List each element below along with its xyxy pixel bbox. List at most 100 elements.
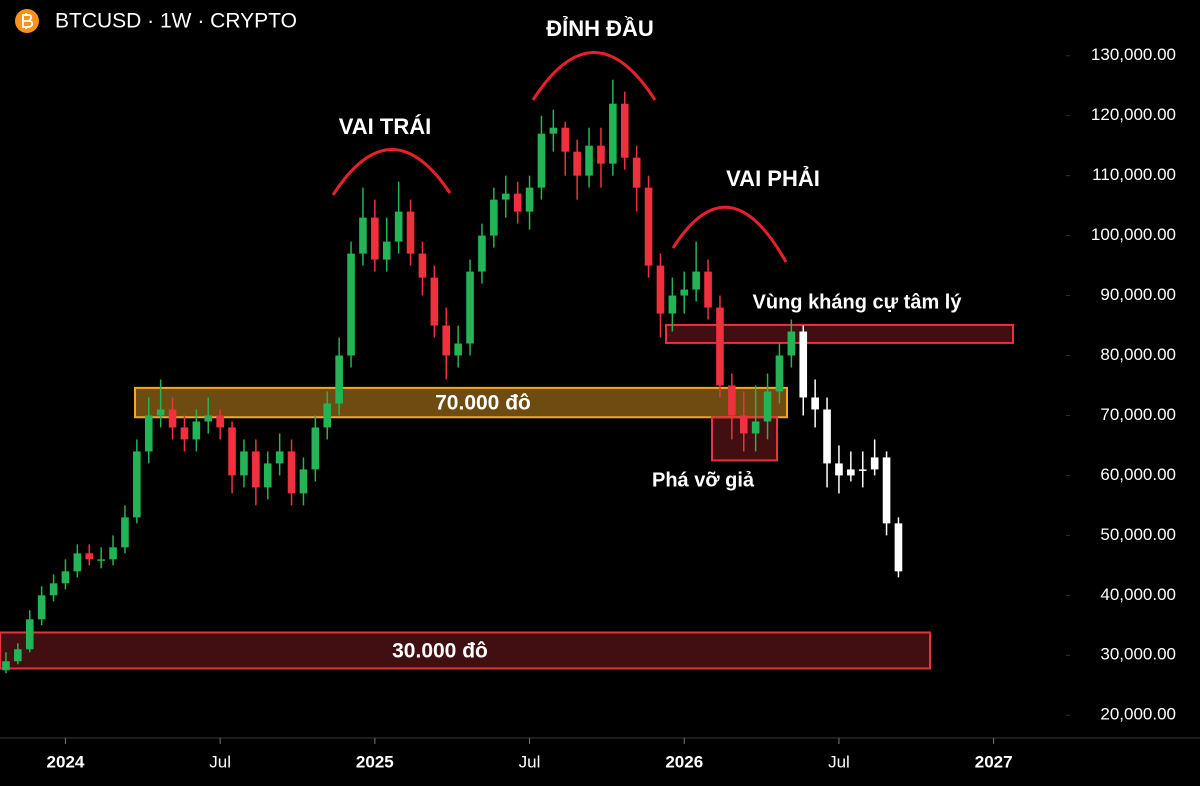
- y-tick-label: 90,000.00: [1100, 285, 1176, 304]
- candle-body: [144, 415, 153, 452]
- x-tick-label: 2026: [665, 752, 703, 771]
- annotation: VAI PHẢI: [726, 166, 820, 191]
- candle-body: [811, 397, 819, 410]
- candle-body: [835, 463, 843, 476]
- annotation-arc: [331, 148, 452, 196]
- candle-body: [609, 103, 617, 164]
- candle-body: [406, 211, 415, 254]
- candle-body: [382, 241, 391, 260]
- candle-body: [454, 343, 462, 356]
- candle-body: [490, 199, 498, 236]
- candle-body: [775, 355, 784, 392]
- candle-body: [216, 415, 224, 428]
- candle-body: [656, 265, 665, 314]
- candle-body: [644, 187, 653, 266]
- candle-body: [716, 307, 724, 386]
- candle-body: [204, 415, 213, 422]
- candle-body: [870, 457, 879, 470]
- candle-body: [275, 451, 284, 464]
- candle-body: [85, 553, 94, 560]
- y-tick-label: 120,000.00: [1091, 105, 1176, 124]
- y-tick-label: 80,000.00: [1100, 345, 1176, 364]
- candle-body: [252, 451, 260, 488]
- candle-body: [180, 427, 189, 440]
- candle-body: [537, 133, 546, 188]
- candle-body: [192, 421, 201, 440]
- candle-body: [335, 355, 343, 404]
- x-tick-label: Jul: [519, 752, 541, 771]
- candle-body: [61, 571, 70, 584]
- candle-body: [240, 451, 248, 476]
- candle-body: [2, 661, 10, 671]
- zone-label: 70.000 đô: [435, 392, 531, 415]
- candle-body: [228, 427, 236, 476]
- y-tick-label: 50,000.00: [1100, 525, 1176, 544]
- candle-body: [858, 469, 867, 471]
- candle-body: [73, 553, 82, 572]
- annotation-arc: [671, 205, 788, 263]
- candle-body: [525, 187, 534, 212]
- candle-body: [632, 157, 641, 188]
- candle-body: [823, 409, 831, 464]
- y-tick-label: 60,000.00: [1100, 465, 1176, 484]
- annotation: ĐỈNH ĐẦU: [546, 16, 654, 41]
- candle-body: [597, 145, 605, 164]
- x-tick-label: Jul: [828, 752, 850, 771]
- candle-body: [478, 235, 486, 272]
- candle-body: [97, 559, 105, 561]
- y-tick-label: 30,000.00: [1100, 645, 1176, 664]
- zone: [134, 386, 788, 419]
- candle-body: [894, 523, 903, 572]
- candle-body: [847, 469, 855, 476]
- candle-body: [704, 271, 712, 308]
- candle-body: [442, 325, 451, 356]
- candle-body: [739, 415, 748, 434]
- y-tick-label: 40,000.00: [1100, 585, 1176, 604]
- candle-body: [25, 619, 34, 650]
- candle-body: [263, 463, 272, 488]
- candle-body: [287, 451, 296, 494]
- candle-body: [513, 193, 522, 212]
- annotation-arc: [531, 51, 657, 101]
- candle-body: [620, 103, 629, 158]
- annotation: Vùng kháng cự tâm lý: [753, 291, 963, 313]
- bitcoin-icon: [15, 9, 39, 33]
- candle-body: [763, 391, 772, 422]
- candle-body: [692, 271, 700, 290]
- candle-body: [668, 295, 677, 314]
- y-tick-label: 110,000.00: [1092, 165, 1176, 184]
- zone: [665, 323, 1014, 344]
- x-tick-label: 2027: [975, 752, 1013, 771]
- candle-body: [371, 217, 379, 260]
- candle-body: [14, 649, 22, 662]
- candle-body: [311, 427, 320, 470]
- candle-body: [121, 517, 129, 548]
- candle-body: [573, 151, 581, 176]
- y-tick-label: 130,000.00: [1091, 45, 1176, 64]
- zone: [0, 631, 931, 670]
- annotation: VAI TRÁI: [339, 114, 431, 139]
- candle-body: [585, 145, 593, 176]
- candle-body: [787, 331, 796, 356]
- y-tick-label: 70,000.00: [1100, 405, 1176, 424]
- chart-title: BTCUSD · 1W · CRYPTO: [55, 10, 297, 33]
- candle-body: [799, 331, 808, 398]
- x-tick-label: Jul: [209, 752, 231, 771]
- x-tick-label: 2025: [356, 752, 394, 771]
- candle-body: [37, 595, 46, 620]
- candle-body: [323, 403, 332, 428]
- candle-body: [549, 127, 558, 134]
- candle-body: [109, 547, 117, 560]
- candle-body: [430, 277, 439, 326]
- candle-body: [359, 217, 367, 254]
- annotation: Phá vỡ giả: [652, 469, 755, 491]
- candle-body: [501, 193, 510, 200]
- candle-body: [466, 271, 474, 344]
- candle-body: [168, 409, 177, 428]
- y-tick-label: 100,000.00: [1091, 225, 1176, 244]
- candle-body: [299, 469, 308, 494]
- candle-body: [49, 583, 58, 596]
